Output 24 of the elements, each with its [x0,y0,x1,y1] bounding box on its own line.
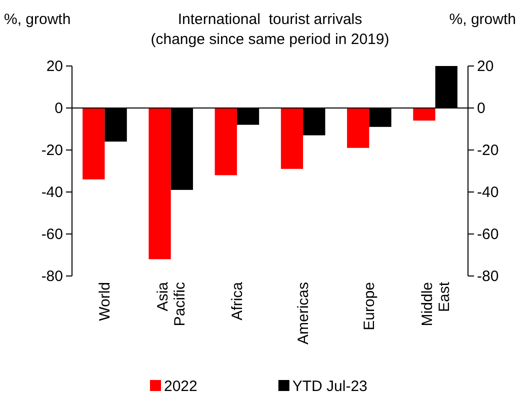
y2-tick-label: -80 [477,268,499,285]
y-tick-label: 20 [46,58,63,75]
y-tick-label: 0 [54,100,63,117]
chart-subtitle: (change since same period in 2019) [150,31,390,48]
y2-tick-label: 20 [477,58,494,75]
y-tick-label: -40 [41,184,63,201]
legend-label: 2022 [164,378,198,395]
x-tick-label: Europe [361,282,378,330]
y-axis-title: %, growth [4,11,71,28]
x-tick-label: Asia Pacific [154,281,188,326]
x-tick-label: Americas [295,282,312,345]
legend-label: YTD Jul-23 [292,378,368,395]
y2-axis-title: %, growth [449,11,516,28]
y-tick-label: -60 [41,226,63,243]
x-tick-label: Middle East [418,281,453,326]
y-tick-label: -20 [41,142,63,159]
chart-title: International tourist arrivals [178,11,362,28]
x-tick-label: World [96,282,114,321]
y2-tick-label: -20 [477,142,499,159]
y-tick-label: -80 [41,268,63,285]
y2-tick-label: -40 [477,184,499,201]
y2-tick-label: -60 [477,226,499,243]
y2-tick-label: 0 [477,100,486,117]
x-tick-label: Africa [228,281,246,320]
